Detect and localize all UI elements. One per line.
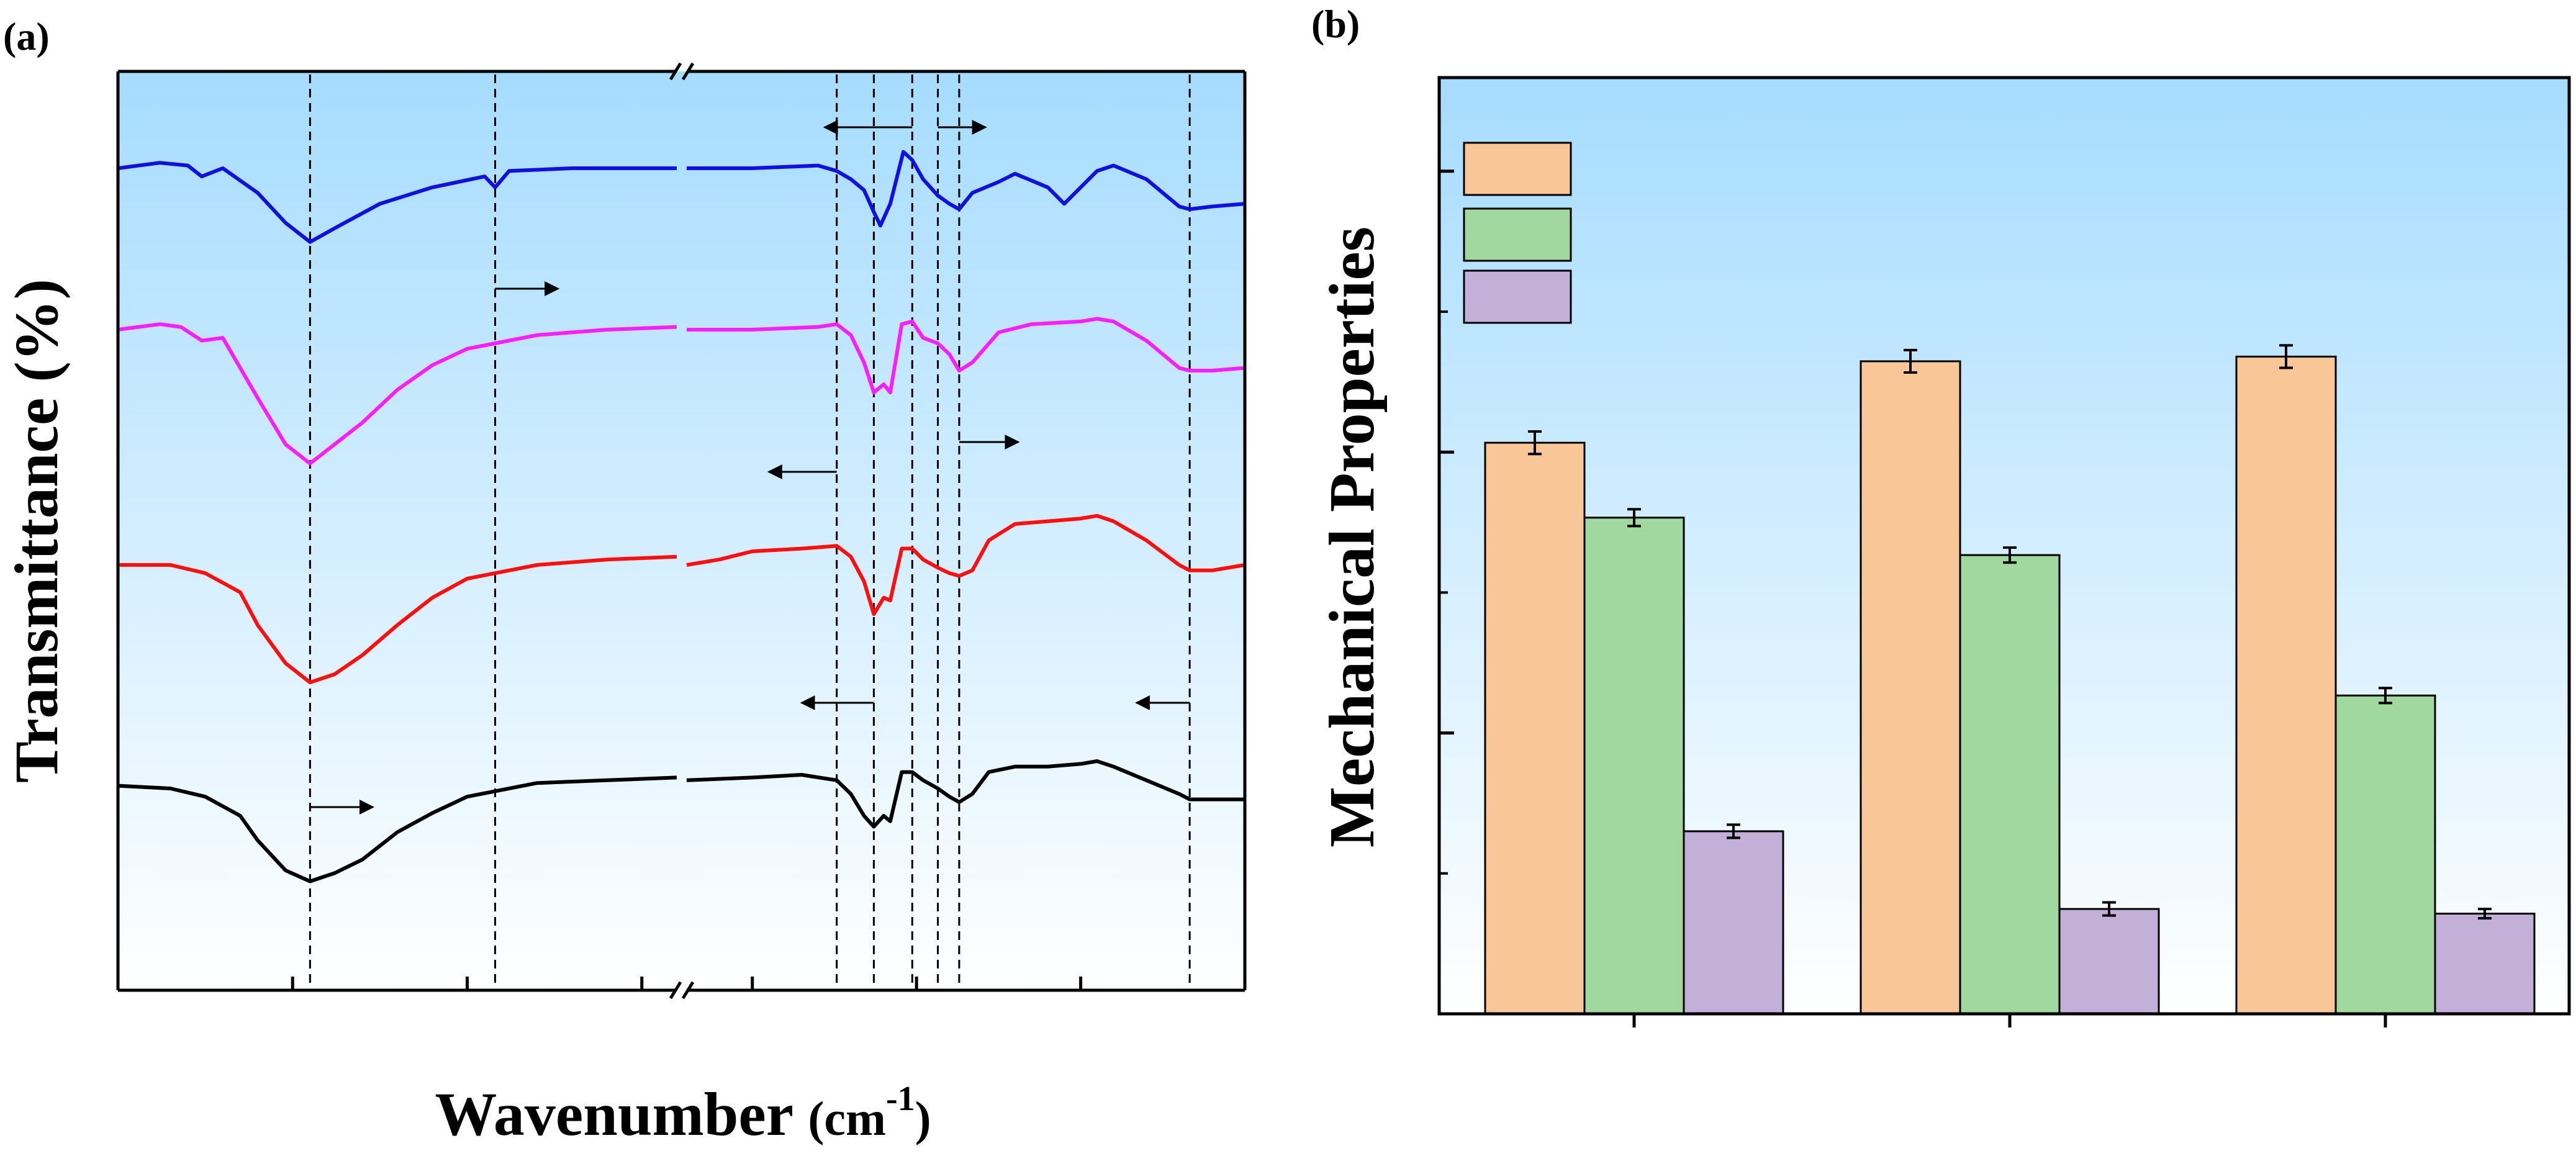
panel-a-spectra [117,150,1245,883]
bar-cla-1 [2334,694,2436,1015]
panel-b-label: (b) [1311,2,1360,46]
spectrum-cu-left [117,322,677,466]
spectrum-cla-left [117,775,677,883]
legend-swatch-1 [1463,207,1572,262]
panel-a-peak-annotations [310,120,1190,815]
panel-b-legend [1463,142,1572,324]
bar-cu-1 [1583,517,1685,1015]
panel-a: (a) Transmittance (%) Wavenumber (cm-1) [2,14,1247,1149]
bar-ce-2 [2058,908,2160,1015]
panel-b-y-axis-label: Mechanical Properties [1316,227,1388,847]
legend-swatch-0 [1463,142,1572,196]
panel-b-axes [1437,76,2571,1016]
panel-a-x-ticks [116,977,1247,990]
panel-a-x-axis-label: Wavenumber (cm-1) [435,1080,931,1149]
panel-a-y-axis-label: Transmittance (%) [2,279,71,783]
bar-cla-0 [2235,355,2337,1015]
panel-b-bars [1484,344,2536,1015]
bar-ce-0 [1860,360,1961,1015]
axis-break-bottom [669,981,695,1000]
panel-b-y-ticks [1439,169,1454,1016]
spectrum-cla-right [686,759,1245,829]
legend-swatch-2 [1463,269,1572,324]
bar-cu-0 [1484,441,1586,1015]
spectrum-rm-right [687,150,1245,228]
panel-b-x-ticks [1632,1014,2387,1027]
bar-cu-2 [1683,830,1784,1015]
spectrum-cu-right [687,317,1245,395]
spectrum-eg-left [118,554,677,685]
spectrum-eg-right [686,513,1245,616]
panel-a-frame [116,62,1247,1000]
spectrum-rm-left [117,161,677,244]
panel-a-plot-background [118,71,1245,990]
bar-cla-2 [2434,913,2536,1015]
panel-a-reference-lines [309,75,1191,987]
axis-break-top [669,62,695,81]
bar-ce-1 [1959,554,2061,1015]
panel-a-label: (a) [3,14,50,58]
panel-b: (b) Mechanical Properties [1311,2,2571,1027]
